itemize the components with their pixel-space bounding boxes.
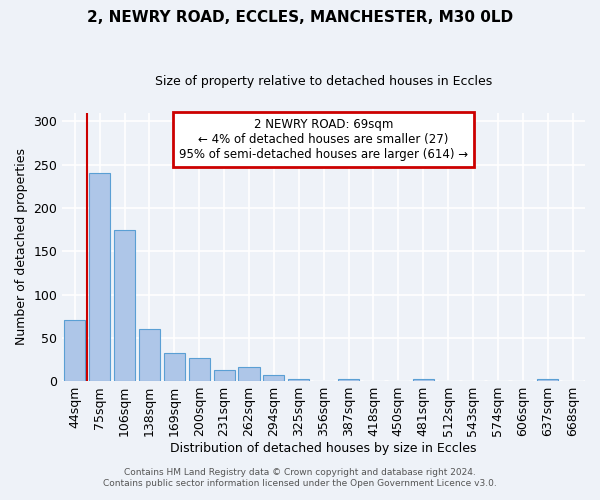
Bar (214, 370, 235, 381)
Bar (338, 380, 359, 381)
Bar (139, 329, 160, 381)
Bar (114, 230, 135, 381)
Bar (164, 352, 185, 381)
Bar (238, 367, 260, 381)
Bar (188, 358, 210, 381)
Bar (263, 375, 284, 381)
Title: Size of property relative to detached houses in Eccles: Size of property relative to detached ho… (155, 75, 492, 88)
X-axis label: Distribution of detached houses by size in Eccles: Distribution of detached houses by size … (170, 442, 477, 455)
Bar (64, 320, 85, 381)
Bar (537, 380, 558, 381)
Bar (288, 380, 310, 381)
Y-axis label: Number of detached properties: Number of detached properties (15, 148, 28, 346)
Text: 2 NEWRY ROAD: 69sqm
← 4% of detached houses are smaller (27)
95% of semi-detache: 2 NEWRY ROAD: 69sqm ← 4% of detached hou… (179, 118, 468, 161)
Bar (413, 380, 434, 381)
Text: 2, NEWRY ROAD, ECCLES, MANCHESTER, M30 0LD: 2, NEWRY ROAD, ECCLES, MANCHESTER, M30 0… (87, 10, 513, 25)
Text: Contains HM Land Registry data © Crown copyright and database right 2024.
Contai: Contains HM Land Registry data © Crown c… (103, 468, 497, 487)
Bar (89, 174, 110, 381)
